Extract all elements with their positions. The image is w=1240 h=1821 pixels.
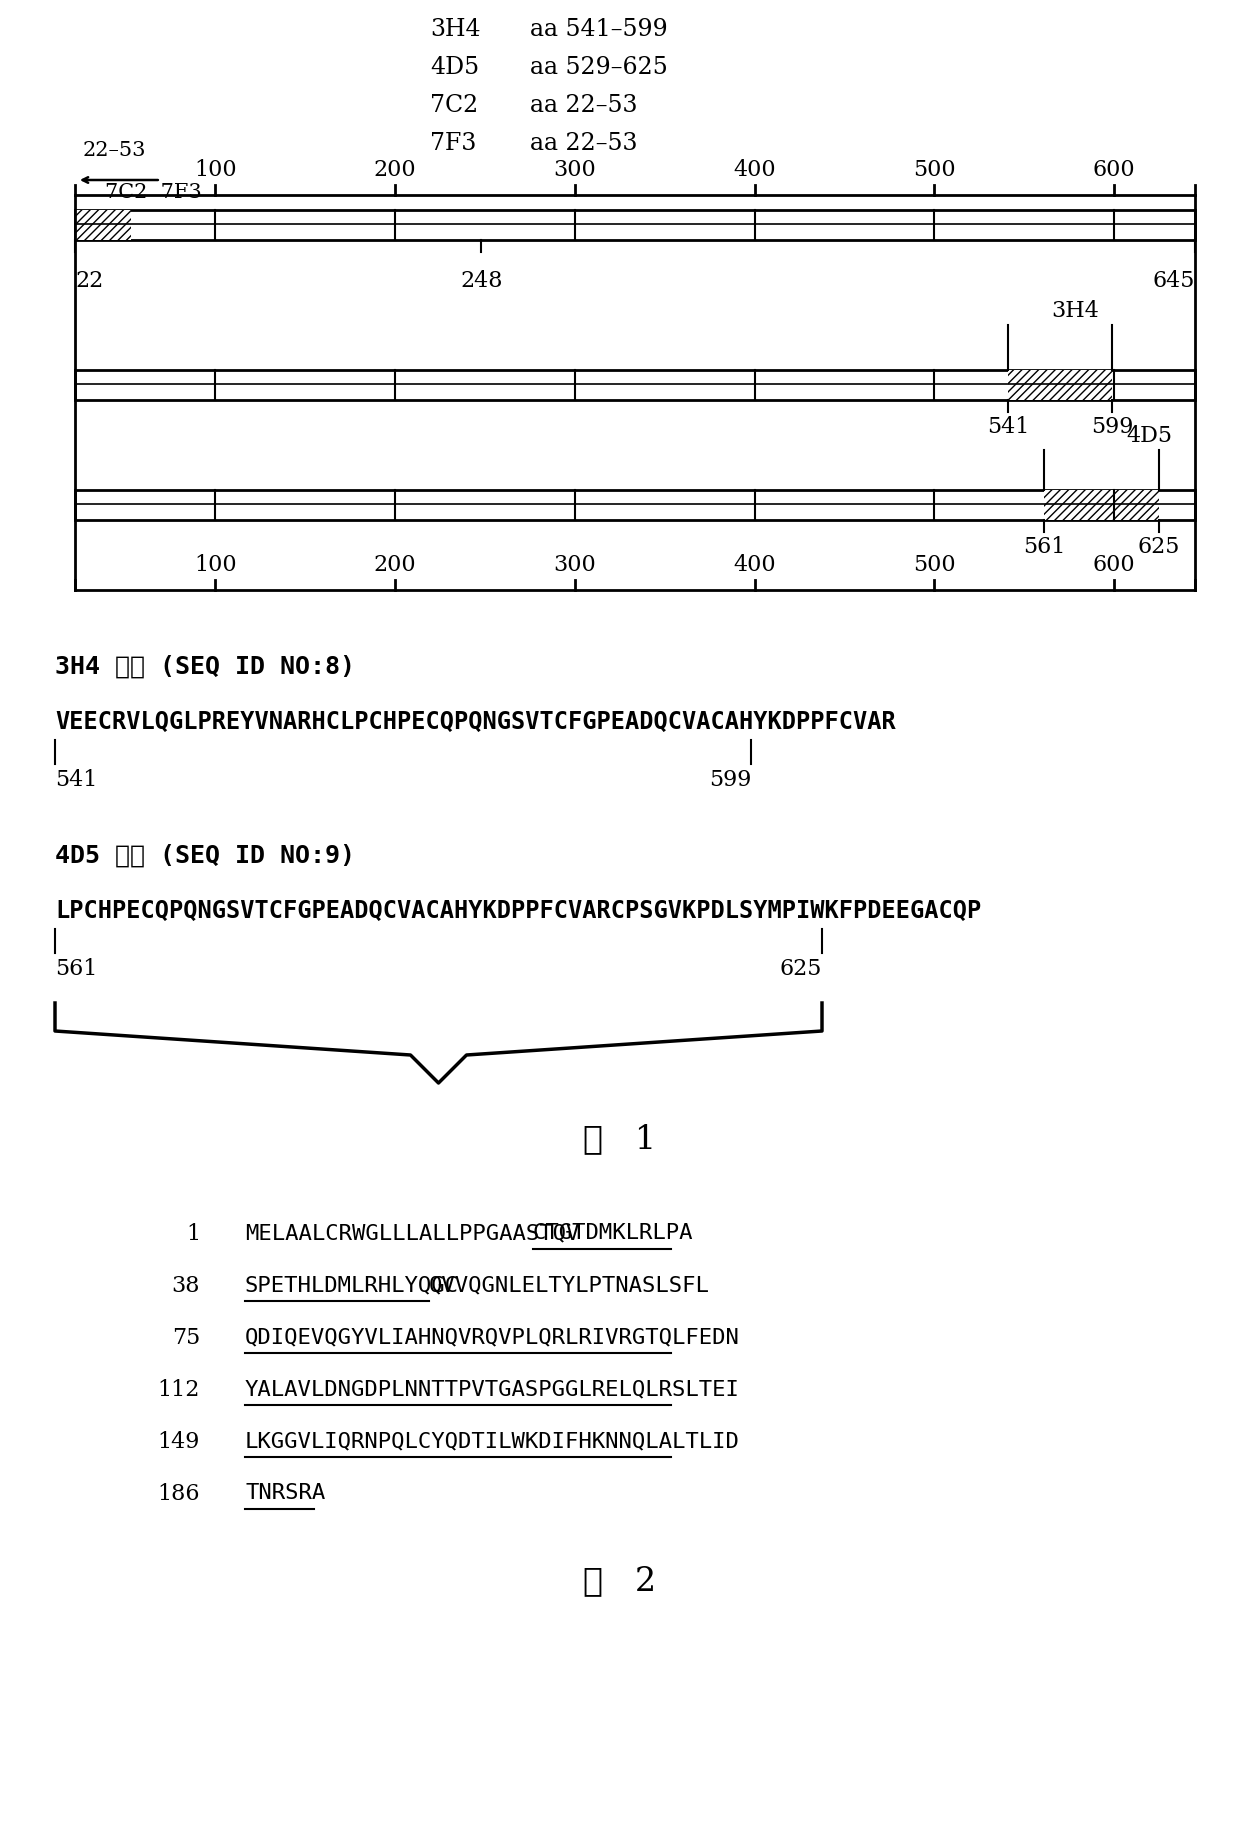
Text: 599: 599 bbox=[1091, 415, 1133, 439]
Bar bbox=[74, 370, 1195, 401]
Bar bbox=[74, 490, 1195, 521]
Text: VEECRVLQGLPREYVNARHCLPCHPECQPQNGSVTCFGPEADQCVACAHYKDPPFCVAR: VEECRVLQGLPREYVNARHCLPCHPECQPQNGSVTCFGPE… bbox=[55, 710, 895, 734]
Text: 22: 22 bbox=[74, 270, 103, 291]
Text: 4D5: 4D5 bbox=[1126, 424, 1172, 446]
Text: YALAVLDNGDPLNNTTPVTGASPGGLRELQLRSLTEI: YALAVLDNGDPLNNTTPVTGASPGGLRELQLRSLTEI bbox=[246, 1378, 740, 1399]
Text: 75: 75 bbox=[172, 1328, 200, 1349]
Text: 112: 112 bbox=[157, 1378, 200, 1400]
Text: QVVQGNLELTYLPTNASLSFL: QVVQGNLELTYLPTNASLSFL bbox=[429, 1275, 709, 1295]
Text: 200: 200 bbox=[373, 554, 417, 575]
Bar bbox=[1044, 490, 1159, 521]
Text: 561: 561 bbox=[55, 958, 98, 980]
Text: 248: 248 bbox=[460, 270, 502, 291]
Text: 561: 561 bbox=[1023, 535, 1065, 557]
Text: 图   1: 图 1 bbox=[584, 1124, 656, 1155]
Text: 200: 200 bbox=[373, 158, 417, 180]
Text: 541: 541 bbox=[55, 768, 98, 790]
Text: aa 22–53: aa 22–53 bbox=[529, 131, 637, 155]
Text: 625: 625 bbox=[780, 958, 822, 980]
Text: 500: 500 bbox=[913, 554, 956, 575]
Text: 400: 400 bbox=[733, 554, 776, 575]
Text: 4D5 表位 (SEQ ID NO:9): 4D5 表位 (SEQ ID NO:9) bbox=[55, 843, 355, 869]
Text: 38: 38 bbox=[171, 1275, 200, 1297]
Text: LPCHPECQPQNGSVTCFGPEADQCVACAHYKDPPFCVARCPSGVKPDLSYMPIWKFPDEEGACQP: LPCHPECQPQNGSVTCFGPEADQCVACAHYKDPPFCVARC… bbox=[55, 900, 981, 923]
Text: aa 22–53: aa 22–53 bbox=[529, 95, 637, 117]
Text: 645: 645 bbox=[1153, 270, 1195, 291]
Text: 100: 100 bbox=[193, 158, 237, 180]
Text: 599: 599 bbox=[709, 768, 751, 790]
Text: 600: 600 bbox=[1092, 158, 1136, 180]
Text: 3H4: 3H4 bbox=[430, 18, 481, 42]
Text: 3H4: 3H4 bbox=[1052, 300, 1099, 322]
Text: 541: 541 bbox=[987, 415, 1029, 439]
Text: LKGGVLIQRNPQLCYQDTILWKDIFHKNNQLALTLID: LKGGVLIQRNPQLCYQDTILWKDIFHKNNQLALTLID bbox=[246, 1431, 740, 1451]
Text: 图   2: 图 2 bbox=[584, 1564, 656, 1597]
Text: aa 541–599: aa 541–599 bbox=[529, 18, 668, 42]
Text: 149: 149 bbox=[157, 1431, 200, 1453]
Text: aa 529–625: aa 529–625 bbox=[529, 56, 668, 78]
Text: 4D5: 4D5 bbox=[430, 56, 479, 78]
Bar bbox=[1008, 370, 1112, 401]
Text: CTGTDMKLRLPA: CTGTDMKLRLPA bbox=[532, 1224, 693, 1244]
Text: SPETHLDMLRHLYQGC: SPETHLDMLRHLYQGC bbox=[246, 1275, 459, 1295]
Bar bbox=[74, 209, 130, 240]
Text: TNRSRA: TNRSRA bbox=[246, 1482, 325, 1502]
Text: 7C2  7F3: 7C2 7F3 bbox=[105, 182, 202, 202]
Text: 300: 300 bbox=[553, 158, 596, 180]
Text: QDIQEVQGYVLIAHNQVRQVPLQRLRIVRGTQLFEDN: QDIQEVQGYVLIAHNQVRQVPLQRLRIVRGTQLFEDN bbox=[246, 1328, 740, 1348]
Bar bbox=[74, 209, 1195, 240]
Text: 625: 625 bbox=[1138, 535, 1180, 557]
Text: 186: 186 bbox=[157, 1482, 200, 1504]
Text: 22–53: 22–53 bbox=[83, 140, 146, 160]
Text: 500: 500 bbox=[913, 158, 956, 180]
Text: 100: 100 bbox=[193, 554, 237, 575]
Text: 7F3: 7F3 bbox=[430, 131, 476, 155]
Text: 1: 1 bbox=[186, 1224, 200, 1246]
Text: 7C2: 7C2 bbox=[430, 95, 479, 117]
Text: 600: 600 bbox=[1092, 554, 1136, 575]
Text: 3H4 表位 (SEQ ID NO:8): 3H4 表位 (SEQ ID NO:8) bbox=[55, 656, 355, 679]
Text: 300: 300 bbox=[553, 554, 596, 575]
Text: 400: 400 bbox=[733, 158, 776, 180]
Text: MELAALCRWGLLLALLPPGAASTQV: MELAALCRWGLLLALLPPGAASTQV bbox=[246, 1224, 579, 1244]
